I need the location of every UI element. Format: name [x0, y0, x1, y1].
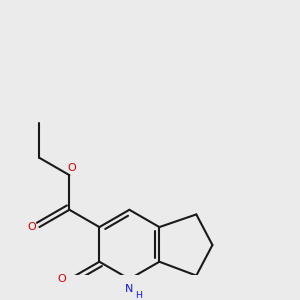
Text: H: H [135, 291, 142, 300]
Text: O: O [57, 274, 66, 284]
Text: O: O [27, 222, 36, 232]
Text: O: O [68, 163, 76, 173]
Text: N: N [125, 284, 134, 294]
